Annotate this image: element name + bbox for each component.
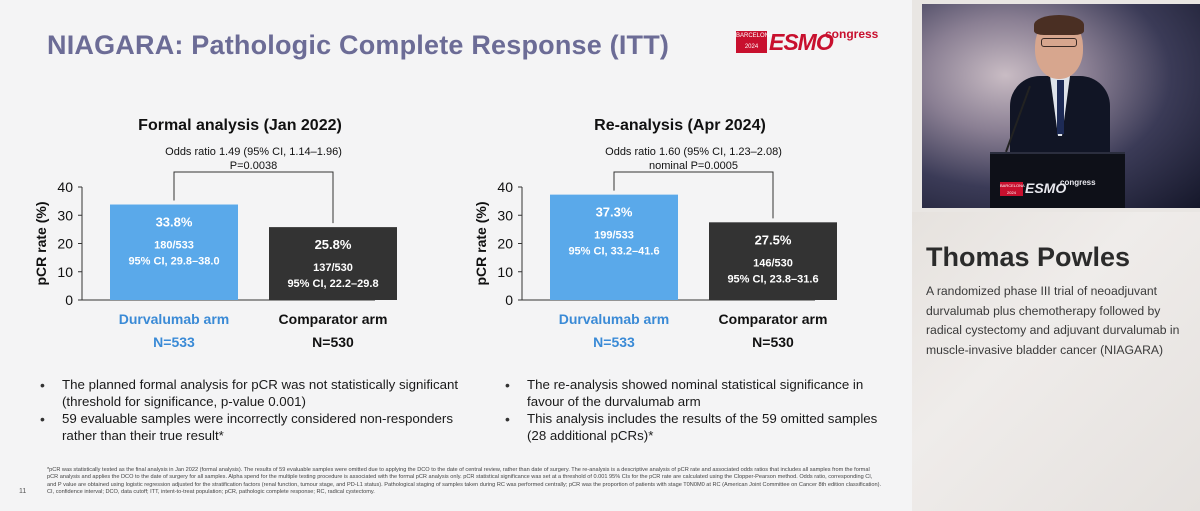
presenter-panel: BARCELONA 2024 ESMO congress Thomas Powl… (912, 0, 1200, 511)
bullet-item: 59 evaluable samples were incorrectly co… (40, 411, 460, 444)
logo-city: BARCELONA 2024 (736, 31, 773, 53)
bullet-item: This analysis includes the results of th… (505, 411, 885, 444)
slide: NIAGARA: Pathologic Complete Response (I… (0, 0, 912, 511)
footnote: *pCR was statistically tested as the fin… (47, 467, 881, 495)
bar-detail-label: 95% CI, 33.2–41.6 (568, 246, 659, 258)
y-tick-label: 40 (57, 179, 73, 195)
formal-analysis-chart: pCR rate (%) 0 10 20 30 40 33.8% 180/533 95% CI,… (33, 146, 397, 350)
formal-analysis-panel: Formal analysis (Jan 2022) pCR rate (%) 0… (30, 112, 450, 357)
bar-detail-label: 199/533 (594, 230, 634, 242)
bar-detail-label: 95% CI, 22.2–29.8 (287, 278, 378, 290)
y-tick-label: 0 (65, 292, 73, 308)
bar-detail-label: 95% CI, 29.8–38.0 (128, 256, 219, 268)
bullet-item: The re-analysis showed nominal statistic… (505, 377, 885, 410)
durvalumab-bar (550, 194, 678, 300)
podium-logo-city: BARCELONA 2024 (1000, 182, 1025, 196)
bullet-item: The planned formal analysis for pCR was … (40, 377, 460, 410)
n-label: N=533 (153, 334, 195, 350)
bar-value-label: 25.8% (315, 237, 352, 252)
y-tick-label: 10 (497, 264, 513, 280)
category-label: Durvalumab arm (559, 311, 669, 327)
esmo-logo: BARCELONA 2024 ESMO congress (736, 27, 879, 57)
speaker-hair (1034, 15, 1084, 35)
category-label: Durvalumab arm (119, 311, 229, 327)
talk-description: A randomized phase III trial of neoadjuv… (926, 284, 1180, 357)
bar-value-label: 33.8% (156, 215, 193, 230)
p-value-label: P=0.0038 (230, 160, 277, 172)
podium-logo: BARCELONA 2024 ESMO congress (1000, 178, 1110, 198)
y-tick-label: 30 (57, 207, 73, 223)
comparator-bar (709, 222, 837, 300)
y-axis-label: pCR rate (%) (33, 201, 49, 285)
chart-title: Formal analysis (Jan 2022) (138, 117, 342, 134)
odds-ratio-label: Odds ratio 1.60 (95% CI, 1.23–2.08) (605, 146, 782, 158)
podium-logo-brand: ESMO (1025, 180, 1067, 196)
page-number: 11 (19, 488, 27, 495)
bar-detail-label: 180/533 (154, 240, 194, 252)
bar-detail-label: 146/530 (753, 257, 793, 269)
n-label: N=530 (752, 334, 794, 350)
reanalysis-panel: Re-analysis (Apr 2024) pCR rate (%) 0 10 20… (470, 112, 890, 357)
bullets-left: The planned formal analysis for pCR was … (40, 377, 460, 445)
podium (990, 152, 1125, 208)
y-tick-label: 20 (497, 236, 513, 252)
speaker-video: BARCELONA 2024 ESMO congress (922, 4, 1200, 208)
n-label: N=533 (593, 334, 635, 350)
durvalumab-bar (110, 204, 238, 300)
speaker-tie (1057, 80, 1064, 134)
y-tick-label: 40 (497, 179, 513, 195)
logo-suffix: congress (825, 27, 879, 41)
p-value-label: nominal P=0.0005 (649, 160, 738, 172)
glasses-icon (1041, 38, 1077, 47)
y-tick-label: 20 (57, 236, 73, 252)
bar-value-label: 37.3% (596, 205, 633, 220)
comparator-bar (269, 227, 397, 300)
y-tick-label: 10 (57, 264, 73, 280)
odds-ratio-label: Odds ratio 1.49 (95% CI, 1.14–1.96) (165, 146, 342, 158)
chart-title: Re-analysis (Apr 2024) (594, 117, 766, 134)
bar-detail-label: 95% CI, 23.8–31.6 (727, 273, 818, 285)
n-label: N=530 (312, 334, 354, 350)
bar-detail-label: 137/530 (313, 262, 353, 274)
y-tick-label: 30 (497, 207, 513, 223)
slide-title: NIAGARA: Pathologic Complete Response (I… (47, 30, 670, 60)
reanalysis-chart: pCR rate (%) 0 10 20 30 40 37.3% 199/533 95% CI,… (473, 146, 837, 350)
podium-logo-suffix: congress (1060, 178, 1096, 187)
speaker-name: Thomas Powles (926, 242, 1131, 272)
comparison-bracket (613, 171, 774, 219)
comparison-bracket (173, 171, 334, 224)
category-label: Comparator arm (719, 311, 828, 327)
bar-value-label: 27.5% (755, 232, 792, 247)
presenter-background (912, 212, 1200, 511)
bullets-right: The re-analysis showed nominal statistic… (505, 377, 885, 445)
y-tick-label: 0 (505, 292, 513, 308)
logo-brand: ESMO (769, 29, 834, 55)
y-axis-label: pCR rate (%) (473, 201, 489, 285)
category-label: Comparator arm (279, 311, 388, 327)
